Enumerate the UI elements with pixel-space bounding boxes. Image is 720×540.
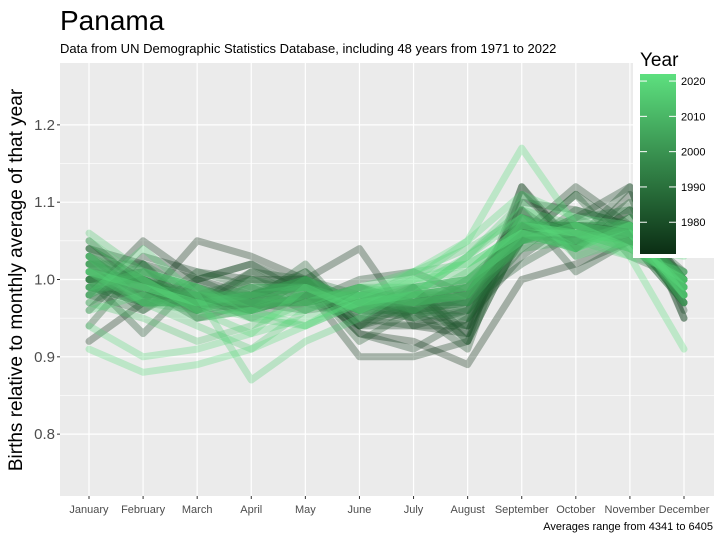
- series-line-2005: [85, 221, 688, 307]
- series-line-1998: [85, 214, 688, 307]
- chart-subtitle: Data from UN Demographic Statistics Data…: [60, 41, 556, 56]
- y-tick-label: 1.1: [34, 194, 55, 211]
- series-line-1992: [85, 206, 688, 322]
- series-line-2002: [85, 214, 688, 307]
- series-line-2009: [85, 214, 688, 314]
- legend-tick-label: 1980: [681, 217, 705, 229]
- caption: Averages range from 4341 to 6405: [543, 521, 713, 533]
- series-line-2013: [85, 229, 688, 314]
- series-line-1995: [85, 221, 688, 314]
- x-tick-label: October: [556, 504, 595, 516]
- legend-tick-label: 2010: [681, 111, 705, 123]
- series-line-2003: [85, 221, 688, 307]
- chart-title: Panama: [60, 5, 165, 36]
- y-tick-label: 1.0: [34, 272, 55, 289]
- series-line-2006: [85, 221, 688, 307]
- series-line-1974: [85, 183, 688, 361]
- series-line-1991: [85, 221, 688, 322]
- series-line-2001: [85, 221, 688, 314]
- series-line-2022: [85, 229, 688, 353]
- series-line-1999: [85, 221, 688, 314]
- series-line-1975: [85, 221, 688, 330]
- legend-colorbar: [640, 74, 676, 254]
- series-line-1988: [85, 206, 688, 322]
- x-tick-label: January: [69, 504, 109, 516]
- series-line-1983: [85, 206, 688, 345]
- y-axis-label: Births relative to monthly average of th…: [6, 88, 27, 471]
- legend-tick-label: 2000: [681, 147, 705, 159]
- series-line-1989: [85, 214, 688, 322]
- series-line-1981: [85, 183, 688, 330]
- x-tick-label: June: [348, 504, 372, 516]
- series-line-1993: [85, 214, 688, 322]
- series-lines: [85, 144, 688, 384]
- series-line-1996: [85, 229, 688, 314]
- x-tick-label: May: [295, 504, 316, 516]
- series-line-2015: [85, 221, 688, 330]
- x-tick-label: July: [404, 504, 424, 516]
- y-tick-label: 0.9: [34, 349, 55, 366]
- series-line-1982: [85, 221, 688, 314]
- x-tick-label: November: [605, 504, 656, 516]
- legend-tick-label: 1990: [681, 182, 705, 194]
- series-line-1973: [85, 183, 688, 345]
- series-line-2018: [85, 221, 688, 338]
- series-line-2017: [85, 198, 688, 384]
- legend-tick-label: 2020: [681, 76, 705, 88]
- series-line-2021: [85, 144, 688, 376]
- x-tick-label: August: [451, 504, 485, 516]
- series-line-1997: [85, 214, 688, 314]
- y-tick-label: 1.2: [34, 117, 55, 134]
- series-line-2014: [85, 206, 688, 345]
- legend: Year 1980 1990 2000 2010 2020: [633, 44, 715, 258]
- series-line-1971: [85, 237, 688, 369]
- series-line-2007: [85, 221, 688, 314]
- series-line-1978: [85, 198, 688, 353]
- series-line-1990: [85, 229, 688, 314]
- series-line-1976: [85, 183, 688, 353]
- series-line-1984: [85, 221, 688, 330]
- series-line-2012: [85, 221, 688, 314]
- x-tick-label: February: [121, 504, 166, 516]
- series-line-1972: [85, 206, 688, 338]
- series-line-2008: [85, 221, 688, 307]
- y-axis: 0.8 0.9 1.0 1.1 1.2: [34, 117, 60, 443]
- series-line-1977: [85, 206, 688, 307]
- x-tick-label: September: [495, 504, 549, 516]
- y-tick-label: 0.8: [34, 426, 55, 443]
- series-line-2020: [85, 190, 688, 361]
- series-line-2016: [85, 214, 688, 353]
- x-tick-label: April: [240, 504, 262, 516]
- series-line-2000: [85, 221, 688, 314]
- series-line-1979: [85, 190, 688, 330]
- series-line-1986: [85, 198, 688, 314]
- series-line-2004: [85, 229, 688, 314]
- legend-title: Year: [640, 50, 679, 71]
- x-axis: January February March April May June July Augu…: [69, 496, 710, 516]
- series-line-2019: [85, 214, 688, 330]
- grid-lines: [60, 63, 714, 496]
- x-tick-label: March: [182, 504, 213, 516]
- series-line-1985: [85, 190, 688, 330]
- series-line-1987: [85, 221, 688, 345]
- series-line-1980: [85, 183, 688, 338]
- legend-ticks: 1980 1990 2000 2010 2020: [640, 76, 705, 229]
- series-line-2011: [85, 221, 688, 307]
- x-tick-label: December: [659, 504, 710, 516]
- series-line-2010: [85, 221, 688, 307]
- series-line-1994: [85, 229, 688, 314]
